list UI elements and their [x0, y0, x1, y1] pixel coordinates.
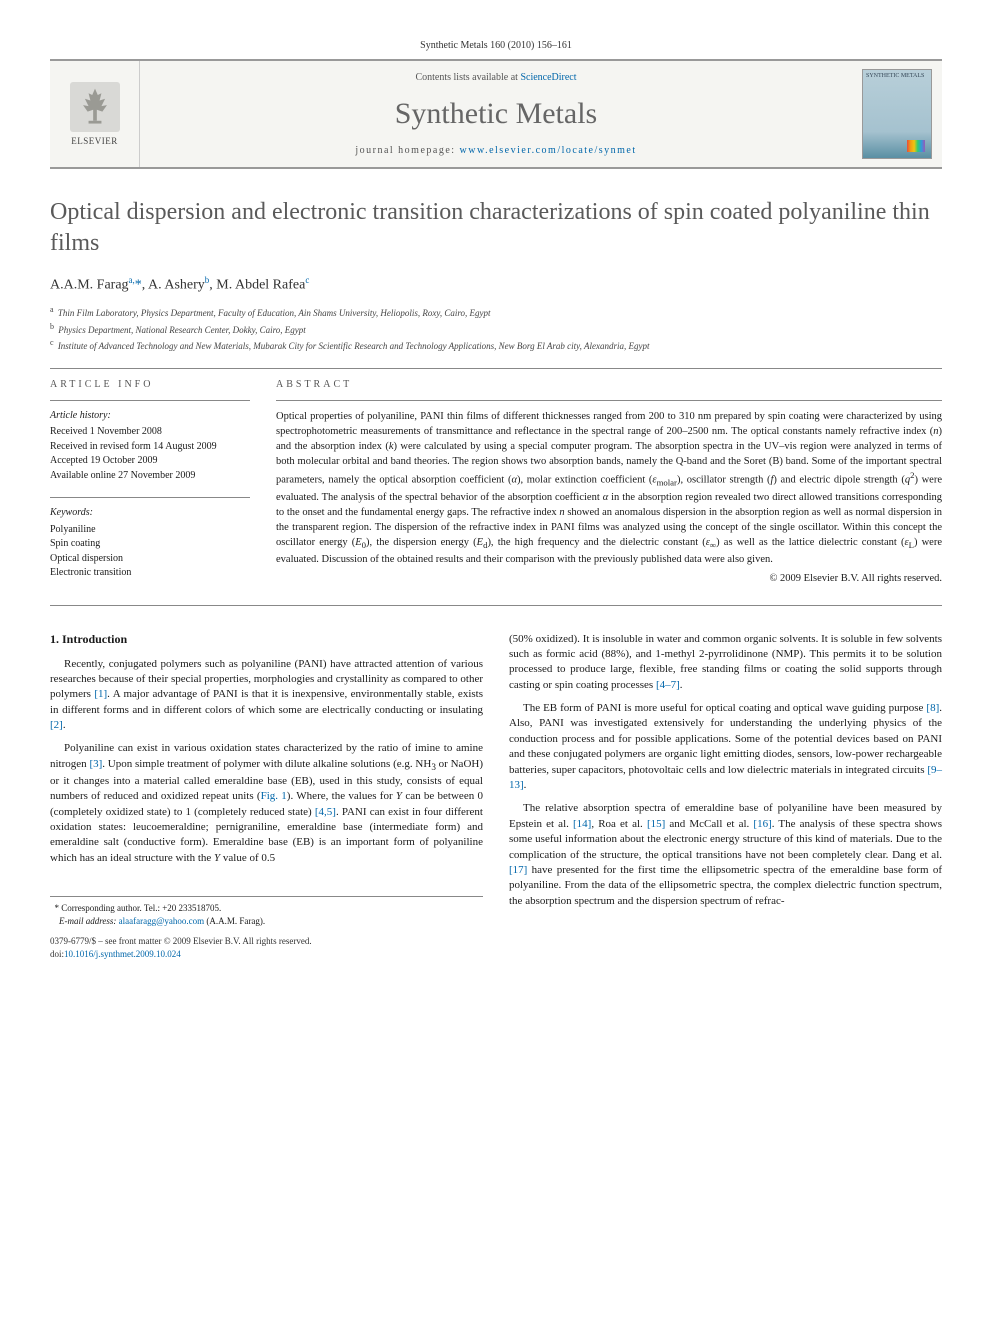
journal-cover-thumbnail: SYNTHETIC METALS [862, 69, 932, 159]
bottom-meta: 0379-6779/$ – see front matter © 2009 El… [50, 935, 483, 960]
abstract-copyright: © 2009 Elsevier B.V. All rights reserved… [276, 573, 942, 584]
history-title: Article history: [50, 409, 250, 424]
affiliations: a Thin Film Laboratory, Physics Departme… [50, 304, 942, 354]
info-divider [50, 400, 250, 401]
corresponding-email: E-mail address: alaafaragg@yahoo.com (A.… [50, 915, 483, 928]
body-paragraph: The relative absorption spectra of emera… [509, 801, 942, 909]
history-online: Available online 27 November 2009 [50, 469, 250, 484]
keywords-block: Keywords: Polyaniline Spin coating Optic… [50, 506, 250, 581]
divider-rule [50, 368, 942, 369]
corresponding-author: * Corresponding author. Tel.: +20 233518… [50, 902, 483, 915]
history-received: Received 1 November 2008 [50, 425, 250, 440]
body-columns: 1. Introduction Recently, conjugated pol… [50, 632, 942, 961]
homepage-prefix: journal homepage: [355, 145, 459, 156]
body-paragraph: Polyaniline can exist in various oxidati… [50, 741, 483, 866]
article-info-column: article info Article history: Received 1… [50, 379, 250, 595]
divider-rule-2 [50, 605, 942, 606]
body-paragraph: (50% oxidized). It is insoluble in water… [509, 632, 942, 694]
article-info-label: article info [50, 379, 250, 390]
article-title: Optical dispersion and electronic transi… [50, 197, 942, 259]
elsevier-tree-icon [70, 82, 120, 132]
doi-line: doi:10.1016/j.synthmet.2009.10.024 [50, 948, 483, 961]
abstract-divider [276, 400, 942, 401]
keyword: Spin coating [50, 537, 250, 552]
abstract-label: abstract [276, 379, 942, 390]
footnotes: * Corresponding author. Tel.: +20 233518… [50, 896, 483, 927]
history-revised: Received in revised form 14 August 2009 [50, 440, 250, 455]
contents-prefix: Contents lists available at [415, 72, 520, 83]
cover-thumb-block: SYNTHETIC METALS [852, 61, 942, 167]
affiliation-a: a Thin Film Laboratory, Physics Departme… [50, 304, 942, 321]
contents-line: Contents lists available at ScienceDirec… [415, 72, 576, 83]
abstract-text: Optical properties of polyaniline, PANI … [276, 409, 942, 568]
banner-center: Contents lists available at ScienceDirec… [140, 61, 852, 167]
article-history: Article history: Received 1 November 200… [50, 409, 250, 484]
doi-link[interactable]: 10.1016/j.synthmet.2009.10.024 [64, 949, 181, 959]
publisher-logo-block: ELSEVIER [50, 61, 140, 167]
homepage-link[interactable]: www.elsevier.com/locate/synmet [460, 145, 637, 156]
section-heading-1: 1. Introduction [50, 632, 483, 647]
publisher-name: ELSEVIER [71, 136, 118, 146]
homepage-line: journal homepage: www.elsevier.com/locat… [355, 145, 636, 156]
keyword: Optical dispersion [50, 552, 250, 567]
history-accepted: Accepted 19 October 2009 [50, 454, 250, 469]
issn-line: 0379-6779/$ – see front matter © 2009 El… [50, 935, 483, 948]
sciencedirect-link[interactable]: ScienceDirect [520, 72, 576, 83]
keyword: Polyaniline [50, 523, 250, 538]
body-paragraph: Recently, conjugated polymers such as po… [50, 657, 483, 734]
journal-banner: ELSEVIER Contents lists available at Sci… [50, 59, 942, 169]
body-right-column: (50% oxidized). It is insoluble in water… [509, 632, 942, 961]
affiliation-c: c Institute of Advanced Technology and N… [50, 337, 942, 354]
affiliation-b: b Physics Department, National Research … [50, 321, 942, 338]
keywords-title: Keywords: [50, 506, 250, 521]
author-list: A.A.M. Faraga,*, A. Asheryb, M. Abdel Ra… [50, 275, 942, 294]
running-header: Synthetic Metals 160 (2010) 156–161 [50, 40, 942, 51]
cover-label: SYNTHETIC METALS [866, 73, 924, 79]
abstract-column: abstract Optical properties of polyanili… [276, 379, 942, 595]
journal-title: Synthetic Metals [395, 97, 597, 131]
body-paragraph: The EB form of PANI is more useful for o… [509, 701, 942, 793]
email-link[interactable]: alaafaragg@yahoo.com [119, 916, 205, 926]
body-left-column: 1. Introduction Recently, conjugated pol… [50, 632, 483, 961]
info-divider-2 [50, 497, 250, 498]
keyword: Electronic transition [50, 566, 250, 581]
